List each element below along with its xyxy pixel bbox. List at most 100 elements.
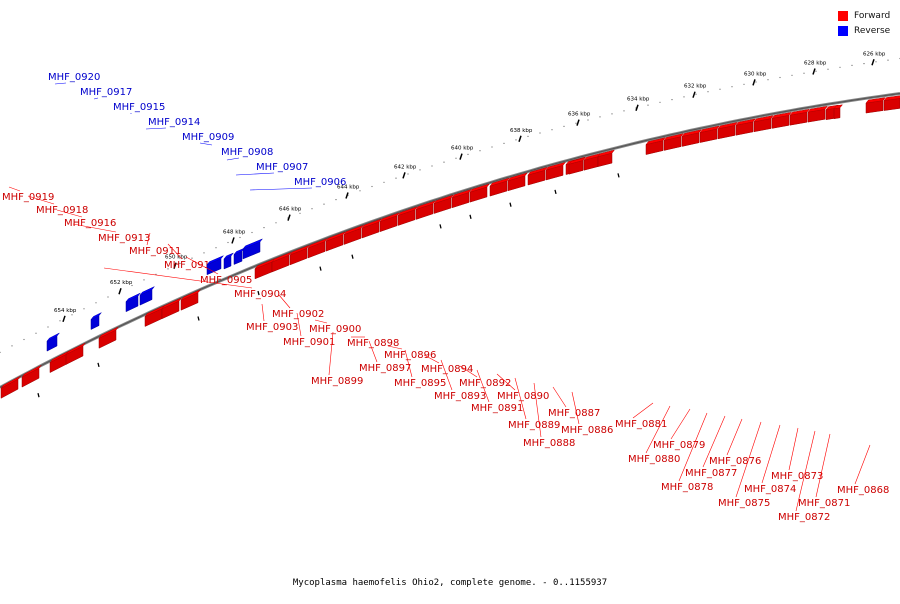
gene-mhf-0900 [307,237,329,259]
gene-block-unlabeled-top [597,149,616,158]
gene-label: MHF_0920 [48,72,100,83]
gene-mhf-0907 [233,247,245,265]
ruler-dot [419,169,421,171]
gene-mhf-0887 [545,161,567,181]
reverse-swatch [838,25,848,36]
gene-mhf-0897 [361,218,383,239]
track-marker [257,290,260,296]
gene-block-unlabeled-top [568,157,587,165]
gene-leader-line [726,418,743,456]
gene-leader-line [645,405,671,454]
gene-label: MHF_0900 [309,324,361,335]
ruler-tick [752,79,756,86]
gene-mhf-0881-top [645,137,667,145]
track-marker [509,202,512,207]
gene-label: MHF_0899 [311,376,363,387]
gene-block-unlabeled-top [833,104,843,110]
ruler-dot [779,76,781,79]
gene-mhf-0879 [681,129,703,147]
ruler-dot [47,326,49,328]
gene-mhf-0877 [717,121,739,140]
gene-leader-line [261,303,265,322]
ruler-dot [107,296,109,298]
gene-leader-line [145,127,167,130]
gene-mhf-0899-top [325,231,347,242]
track-marker [97,362,100,368]
gene-leader-line [552,386,567,408]
gene-label: MHF_0905 [200,275,252,286]
gene-mhf-0915-top [125,292,141,302]
gene-mhf-0920-top [46,332,60,342]
ruler-dot [587,119,589,121]
gene-mhf-0913 [65,342,86,365]
gene-mhf-0872 [807,105,829,123]
gene-mhf-0889 [507,172,529,192]
ruler-dot [827,68,829,70]
gene-mhf-0908 [223,252,234,270]
ruler-dot [395,177,397,179]
ruler-tick-label: 644 kbp [337,185,360,191]
gene-label: MHF_0887 [548,408,600,419]
ruler-dot [359,190,361,192]
gene-label: MHF_0908 [221,147,273,158]
gene-mhf-0879-top [681,129,703,137]
gene-mhf-0892 [451,188,473,209]
gene-label: MHF_0889 [508,420,560,431]
ruler-dot [191,257,193,259]
ruler-dot [743,83,745,85]
gene-leader-line [533,382,542,438]
ruler-dot [539,132,541,134]
gene-leader-line [476,369,490,403]
gene-mhf-0878-top [699,125,721,133]
gene-mhf-0909-top [206,255,224,265]
ruler-dot [503,142,505,144]
gene-label: MHF_0896 [384,350,436,361]
gene-mhf-0901 [289,244,311,266]
ruler-tick-label: 646 kbp [279,207,302,213]
gene-mhf-0892-top [451,188,473,199]
ruler-tick [576,119,580,126]
gene-mhf-0889-top [507,172,529,182]
ruler-dot [623,110,625,112]
ruler-dot [731,86,733,88]
gene-label: MHF_0895 [394,378,446,389]
gene-mhf-0887-top [545,161,567,171]
ruler-tick [118,287,122,295]
gene-mhf-0888-top [527,166,549,176]
gene-leader-line [678,412,708,482]
legend: Forward Reverse [838,8,890,38]
gene-label: MHF_0872 [778,512,830,523]
ruler-dot [659,101,661,103]
ruler-dot [263,227,265,229]
ruler-dot [467,153,469,155]
gene-mhf-0895 [397,206,419,226]
ruler-dot [683,96,685,98]
gene-label: MHF_0910 [164,260,216,271]
gene-label: MHF_0892 [459,378,511,389]
gene-mhf-0918-top [21,364,42,378]
gene-mhf-0896 [379,212,401,233]
gene-leader-line [328,331,334,376]
gene-mhf-0919-top [0,375,21,389]
track-marker [319,266,322,271]
gene-label: MHF_0874 [744,484,796,495]
gene-label: MHF_0902 [272,309,324,320]
track-marker [617,173,620,178]
gene-mhf-0913-top [65,342,86,355]
gene-leader-line [103,267,253,289]
gene-leader-line [423,354,440,364]
gene-mhf-0898 [343,224,365,245]
gene-leader-line [459,365,478,378]
gene-mhf-0871-top [825,104,840,111]
gene-label: MHF_0918 [36,205,88,216]
gene-leader-line [296,312,302,337]
gene-label: MHF_0916 [64,218,116,229]
forward-swatch [838,10,848,21]
gene-block-unlabeled-face [833,107,841,120]
ruler-dot [155,273,157,275]
gene-mhf-0910 [161,297,182,320]
ruler-tick-label: 628 kbp [804,61,827,67]
ruler-dot [323,203,325,205]
gene-label: MHF_0893 [434,391,486,402]
ruler-dot [443,161,445,163]
